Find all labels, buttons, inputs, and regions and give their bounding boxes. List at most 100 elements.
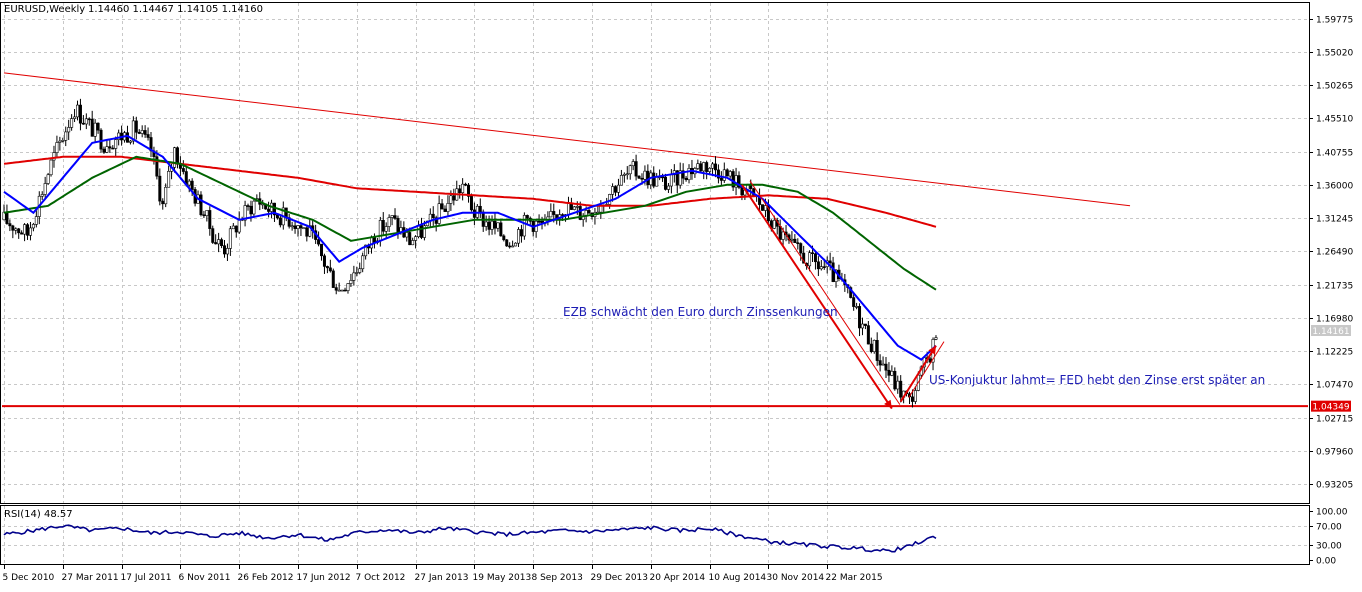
- price-tick-label: 1.50265: [1316, 82, 1353, 92]
- candle-body: [719, 177, 723, 181]
- candle-body: [910, 396, 914, 402]
- candle-body: [616, 184, 620, 193]
- candle-body: [722, 169, 726, 181]
- candle-body: [73, 116, 77, 119]
- price-tick-label: 0.93205: [1316, 481, 1353, 491]
- candle-body: [713, 163, 717, 171]
- candle-body: [808, 252, 812, 267]
- candle-body: [231, 225, 235, 230]
- candle-body: [334, 287, 338, 291]
- candle-body: [267, 208, 271, 212]
- candle-body: [396, 218, 400, 232]
- candle-body: [187, 180, 191, 186]
- candle-body: [161, 200, 165, 205]
- candle-body: [128, 140, 132, 143]
- candle-body: [663, 176, 667, 190]
- candle-body: [831, 262, 835, 282]
- candle-body: [493, 220, 497, 229]
- candle-body: [331, 270, 335, 288]
- candle-body: [28, 227, 32, 236]
- candle-body: [678, 170, 682, 186]
- candle-body: [834, 269, 838, 282]
- candle-body: [711, 163, 715, 169]
- time-tick-label: 22 Mar 2015: [826, 573, 883, 583]
- candle-body: [349, 280, 353, 284]
- candle-body: [131, 120, 135, 142]
- candle-body: [67, 127, 71, 133]
- time-tick-label: 29 Dec 2013: [591, 573, 649, 583]
- candle-body: [384, 226, 388, 232]
- candle-body: [437, 203, 441, 224]
- candle-body: [343, 289, 347, 292]
- candle-body: [40, 194, 44, 197]
- candle-body: [84, 118, 88, 125]
- candle-body: [799, 243, 803, 254]
- candle-body: [716, 169, 720, 179]
- candle-body: [669, 174, 673, 187]
- candle-body: [622, 173, 626, 176]
- price-tick-label: 1.31245: [1316, 215, 1353, 225]
- candle-body: [461, 183, 465, 194]
- support-price-label: 1.04349: [1312, 403, 1349, 413]
- candle-body: [181, 168, 185, 172]
- candle-body: [214, 242, 218, 245]
- candle-body: [346, 283, 350, 291]
- price-tick-label: 1.36000: [1316, 182, 1353, 192]
- fast-ma-line[interactable]: [3, 134, 937, 361]
- candle-body: [11, 225, 15, 231]
- trend-line[interactable]: [3, 72, 1131, 207]
- candle-body: [111, 147, 115, 150]
- candle-body: [175, 147, 179, 165]
- candle-body: [458, 188, 462, 194]
- candle-body: [105, 146, 109, 153]
- candle-body: [302, 227, 306, 230]
- candle-body: [143, 130, 147, 135]
- candle-body: [90, 118, 94, 137]
- candle-body: [855, 306, 859, 308]
- arrow-guide: [749, 180, 901, 405]
- candle-body: [634, 161, 638, 177]
- mid-ma-line[interactable]: [3, 155, 937, 291]
- rsi-line[interactable]: [3, 524, 937, 553]
- candle-body: [896, 380, 900, 390]
- candle-body: [790, 238, 794, 241]
- candle-body: [114, 139, 118, 149]
- rsi-tick-label: 0.00: [1316, 557, 1336, 567]
- candle-body: [211, 228, 215, 243]
- candle-body: [858, 306, 862, 329]
- candle-body: [399, 227, 403, 232]
- candle-body: [587, 210, 591, 214]
- candle-body: [58, 140, 62, 143]
- candle-body: [899, 380, 903, 398]
- candle-body: [852, 297, 856, 307]
- arrow-guide: [908, 341, 945, 398]
- main-grid: [2, 3, 1308, 503]
- candle-body: [202, 214, 206, 217]
- candle-body: [364, 244, 368, 257]
- ohlc-label: 1.14460 1.14467 1.14105 1.14160: [88, 4, 263, 15]
- time-tick-label: 26 Feb 2012: [238, 573, 294, 583]
- candle-body: [296, 225, 300, 229]
- candle-body: [469, 196, 473, 211]
- candle-body: [378, 219, 382, 242]
- candle-body: [414, 236, 418, 241]
- arrow-head: [884, 399, 892, 409]
- candle-body: [158, 175, 162, 202]
- candle-body: [225, 248, 229, 255]
- candle-body: [46, 174, 50, 184]
- time-tick-label: 8 Sep 2013: [532, 573, 583, 583]
- time-tick-label: 6 Nov 2011: [179, 573, 231, 583]
- candle-body: [505, 239, 509, 247]
- candle-body: [87, 118, 91, 121]
- candle-body: [417, 225, 421, 237]
- candle-body: [572, 206, 576, 210]
- candle-body: [519, 229, 523, 237]
- arrow-head: [928, 345, 936, 355]
- time-tick-label: 30 Nov 2014: [767, 573, 825, 583]
- candle-body: [352, 272, 356, 281]
- candle-body: [866, 325, 870, 345]
- candle-body: [328, 267, 332, 272]
- candle-body: [860, 323, 864, 329]
